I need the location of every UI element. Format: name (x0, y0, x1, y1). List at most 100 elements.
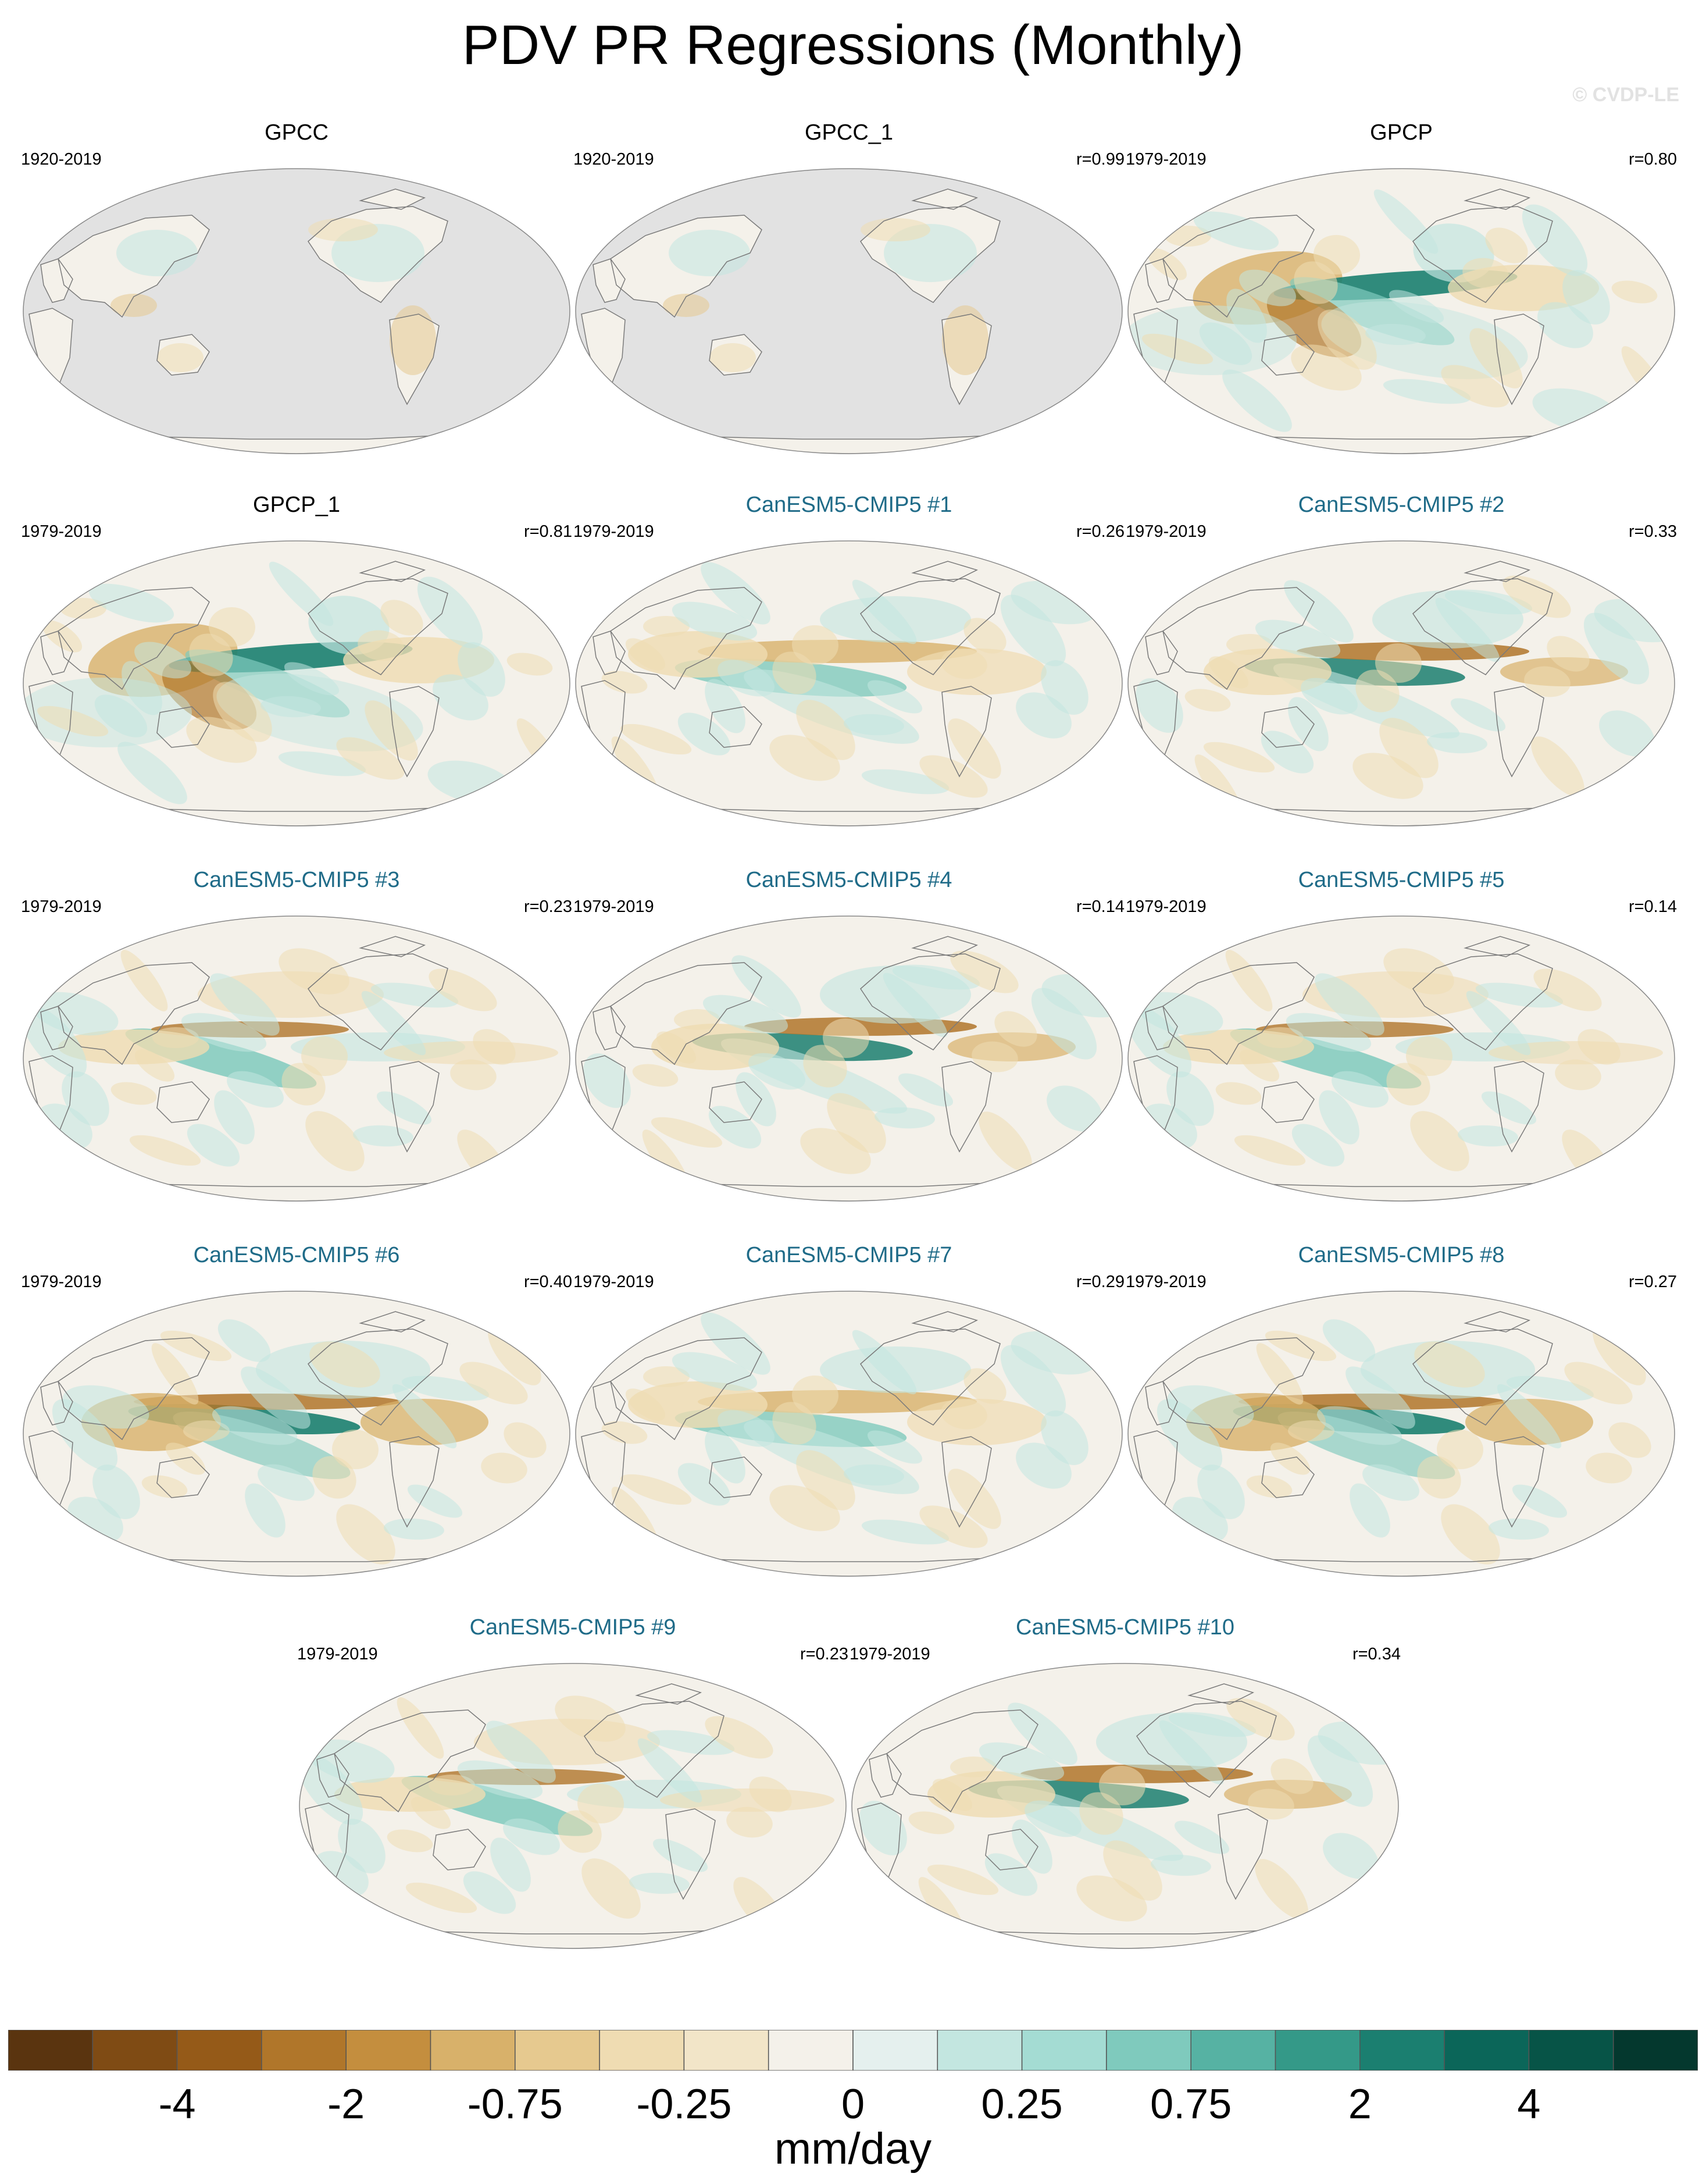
anomaly-blob (652, 1839, 708, 1872)
colorbar-swatch (1359, 2030, 1445, 2071)
anomaly-blob (859, 1801, 907, 1855)
coastline (1145, 1381, 1178, 1426)
anomaly-blob (1322, 1319, 1376, 1362)
coastline (581, 1055, 626, 1135)
anomaly-blob (503, 1818, 560, 1855)
anomaly-blob (1157, 1399, 1223, 1471)
land-area (581, 308, 625, 387)
colorbar-tick-label: 0.75 (1150, 2081, 1232, 2128)
coastline (156, 1081, 210, 1123)
anomaly-blob (1586, 1452, 1632, 1484)
coastline (941, 1061, 992, 1153)
anomaly-blob (941, 648, 987, 679)
anomaly-blob (1076, 1875, 1147, 1922)
anomaly-blob (852, 579, 917, 644)
anomaly-blob (1537, 302, 1593, 348)
anomaly-blob (892, 964, 980, 990)
anomaly-blob (625, 638, 666, 671)
anomaly-blob (336, 737, 405, 780)
anomaly-blob (583, 1053, 631, 1108)
robinson-map (1127, 540, 1675, 826)
anomaly-blob (796, 1450, 855, 1510)
anomaly-blob (1284, 580, 1354, 643)
anomaly-blob (1184, 689, 1231, 712)
anomaly-blob (384, 1518, 444, 1540)
coastline (308, 578, 448, 675)
coastline (911, 561, 979, 582)
map-border (1127, 1291, 1675, 1577)
anomaly-blob (919, 755, 988, 798)
map-panel: GPCP 1979-2019 r=0.80 (1122, 119, 1680, 480)
colorbar-swatch (345, 2030, 431, 2071)
panel-title: CanESM5-CMIP5 #3 (193, 868, 400, 892)
anomaly-blob (709, 343, 756, 372)
coastline (334, 1709, 486, 1813)
map-background (23, 169, 570, 454)
coastline (593, 1006, 626, 1050)
anomaly-blob (669, 230, 750, 276)
anomaly-blob (800, 1128, 871, 1174)
robinson-map (23, 168, 570, 454)
anomaly-blob (620, 1474, 692, 1505)
coastline (1145, 258, 1178, 303)
coastline (156, 1456, 210, 1498)
anomaly-blob (429, 968, 497, 1011)
panel-period: 1979-2019 (850, 1645, 930, 1663)
panel-title: CanESM5-CMIP5 #7 (745, 1243, 952, 1267)
anomaly-blob (898, 1073, 954, 1107)
coastline (911, 936, 979, 957)
anomaly-blob (1489, 1041, 1663, 1064)
coastline (1261, 334, 1315, 376)
map-panel: GPCC 1920-2019 (17, 119, 576, 480)
anomaly-blob (792, 625, 838, 665)
anomaly-blob (1533, 968, 1602, 1011)
panel-correlation: r=0.14 (1076, 897, 1125, 916)
robinson-map (575, 540, 1123, 826)
anomaly-blob (1450, 698, 1506, 732)
anomaly-blob (1318, 309, 1377, 370)
panel-correlation: r=0.33 (1628, 522, 1677, 541)
coastline (1162, 587, 1315, 690)
panel-title: CanESM5-CMIP5 #2 (1298, 493, 1505, 517)
anomaly-blob (979, 1111, 1032, 1172)
coastline (593, 630, 626, 675)
credit-watermark: © CVDP-LE (1572, 84, 1679, 106)
anomaly-blob (1350, 1483, 1390, 1538)
colorbar-swatch (1612, 2030, 1698, 2071)
anomaly-blob (1270, 1758, 1314, 1794)
anomaly-blob (1047, 1085, 1102, 1132)
anomaly-blob (1485, 227, 1528, 263)
land-area (41, 259, 73, 302)
panel-period: 1979-2019 (297, 1645, 378, 1663)
anomaly-blob (1270, 1442, 1311, 1475)
anomaly-blob (1239, 1049, 1280, 1082)
anomaly-blob (1246, 1475, 1293, 1498)
anomaly-blob (1435, 597, 1500, 662)
anomaly-blob (1458, 1125, 1518, 1147)
anomaly-blob (405, 1882, 477, 1914)
panel-correlation: r=0.40 (523, 1273, 572, 1291)
anomaly-blob (129, 1135, 201, 1166)
anomaly-blob (387, 1829, 433, 1852)
anomaly-blob (1375, 643, 1422, 683)
robinson-map (23, 1291, 570, 1577)
map-border (575, 1291, 1123, 1577)
anomaly-blob (748, 1053, 805, 1090)
coastline (359, 561, 426, 582)
colorbar (8, 2030, 1698, 2071)
anomaly-blob (663, 294, 709, 317)
colorbar-swatch (176, 2030, 262, 2071)
colorbar-swatch (1275, 2030, 1361, 2071)
colorbar-swatch (1190, 2030, 1276, 2071)
anomaly-blob (1611, 280, 1658, 304)
coastline (58, 1337, 210, 1441)
colorbar-swatch (1021, 2030, 1107, 2071)
anomaly-blob (260, 696, 321, 718)
anomaly-blob (643, 616, 690, 637)
anomaly-blob (705, 679, 745, 733)
panel-title: CanESM5-CMIP5 #9 (469, 1615, 676, 1640)
anomaly-blob (1226, 634, 1273, 655)
anomaly-blob (601, 1421, 648, 1444)
map-background (576, 169, 1122, 454)
anomaly-blob (1410, 1111, 1469, 1171)
